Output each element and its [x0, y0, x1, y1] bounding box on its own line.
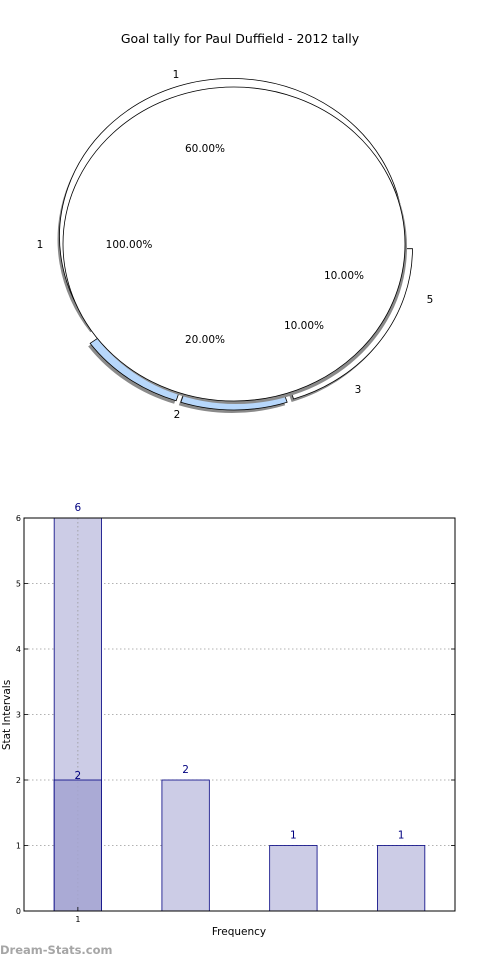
x-tick-label: 1	[75, 915, 80, 924]
overlay-value-label: 2	[75, 770, 82, 782]
outer-slice-pct-3: 10.00%	[284, 320, 324, 332]
x-axis-label: Frequency	[212, 926, 266, 938]
overlay-bar	[53, 779, 102, 912]
y-axis-label: Stat Intervals	[1, 680, 13, 750]
inner-slice-pct-1: 100.00%	[106, 239, 153, 251]
bar	[377, 845, 426, 912]
inner-slice-1	[62, 86, 406, 402]
bar-value-label: 2	[182, 764, 189, 776]
y-tick-label: 4	[16, 645, 21, 654]
bar	[269, 845, 318, 912]
pie-slices	[57, 77, 413, 414]
pie-chart: Goal tally for Paul Duffield - 2012 tall…	[37, 31, 434, 421]
bar-series: 6 2 1 1 2	[53, 502, 426, 912]
outer-slice-label-5: 5	[427, 294, 434, 306]
outer-slice-label-1: 1	[173, 69, 180, 81]
pie-title: Goal tally for Paul Duffield - 2012 tall…	[121, 31, 360, 46]
y-tick-label: 2	[16, 776, 21, 785]
bar-value-label: 6	[75, 502, 82, 514]
bar-chart: 6 2 1 1 2 0 1 2 3 4 5 6 1 Frequency Stat Intervals	[1, 502, 456, 938]
y-tick-label: 5	[16, 580, 21, 589]
y-tick-label: 1	[16, 842, 21, 851]
outer-slice-pct-2: 20.00%	[185, 334, 225, 346]
y-tick-label: 0	[16, 907, 21, 916]
bar	[161, 779, 210, 912]
outer-slice-pct-1: 60.00%	[185, 143, 225, 155]
y-tick-label: 6	[16, 514, 21, 523]
outer-slice-label-2: 2	[174, 409, 181, 421]
x-axis-ticks: 1	[75, 907, 80, 924]
inner-slice-label-1: 1	[37, 239, 44, 251]
outer-slice-label-3: 3	[355, 384, 362, 396]
y-axis-ticks: 0 1 2 3 4 5 6	[16, 514, 455, 916]
y-tick-label: 3	[16, 711, 21, 720]
bar-value-label: 1	[290, 830, 297, 842]
outer-slice-pct-5: 10.00%	[324, 270, 364, 282]
watermark: Dream-Stats.com	[0, 943, 113, 957]
bar-value-label: 1	[398, 830, 405, 842]
